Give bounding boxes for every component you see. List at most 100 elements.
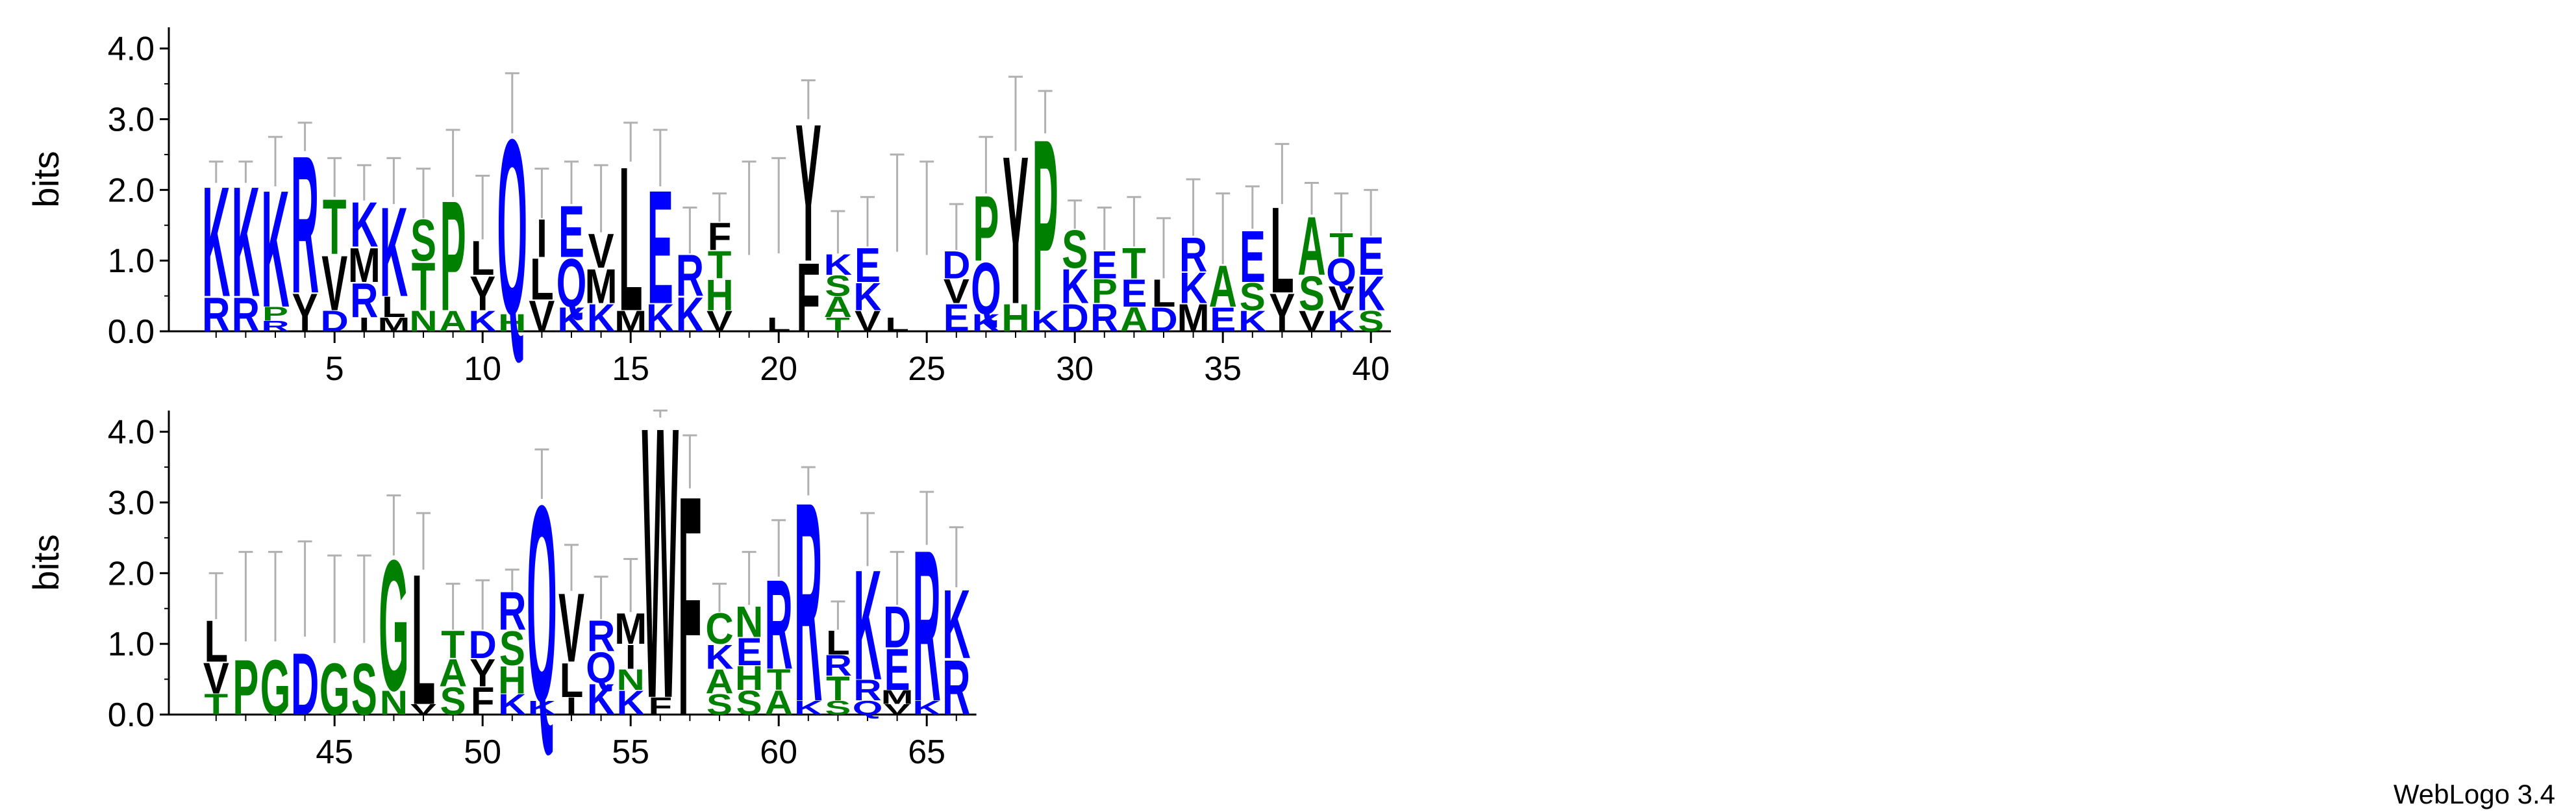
logo-letter: T xyxy=(441,623,465,666)
logo-letter: L xyxy=(530,247,554,312)
logo-letter: K xyxy=(676,287,704,342)
logo-letter: A xyxy=(824,291,852,324)
logo-letter: V xyxy=(944,272,969,311)
logo-letter: L xyxy=(826,624,850,662)
x-tick-label: 60 xyxy=(760,733,797,771)
logo-column: YL xyxy=(1269,143,1295,343)
logo-letter: E xyxy=(855,238,881,292)
y-tick-label: 0.0 xyxy=(108,696,155,734)
y-tick-label: 2.0 xyxy=(108,171,155,209)
x-tick-label: 50 xyxy=(464,733,501,771)
y-tick-label: 0.0 xyxy=(108,313,155,351)
logo-column xyxy=(742,160,757,255)
logo-letter: K xyxy=(942,570,970,679)
logo-letter: T xyxy=(1122,238,1146,288)
logo-letter: K xyxy=(617,683,645,722)
logo-letter: G xyxy=(379,521,409,730)
logo-column: KQR xyxy=(586,576,616,724)
logo-letter: E xyxy=(884,637,910,702)
logo-letter: Y xyxy=(1269,283,1295,343)
logo-letter: T xyxy=(1329,226,1353,264)
x-tick-label: 25 xyxy=(908,350,945,388)
logo-letter: R xyxy=(794,444,822,761)
logo-letter: S xyxy=(410,208,436,273)
logo-column: SKE xyxy=(1357,188,1385,338)
logo-letter: R xyxy=(1090,296,1118,340)
logo-letter: E xyxy=(1240,216,1266,298)
logo-column: KQP xyxy=(971,136,1001,336)
logo-column: RPE xyxy=(1090,207,1118,340)
logo-letter: A xyxy=(1297,200,1325,294)
logo-letter: V xyxy=(1299,305,1325,338)
logo-letter: T xyxy=(826,314,850,336)
logo-column: RPK xyxy=(261,136,290,342)
logo-column: KYL xyxy=(469,175,497,338)
logo-letter: K xyxy=(202,154,230,329)
logo-letter: V xyxy=(1329,279,1355,318)
logo-letter: N xyxy=(380,683,408,722)
logo-letter: K xyxy=(853,537,881,713)
x-tick-label: 15 xyxy=(612,350,649,388)
logo-letter: R xyxy=(1179,227,1207,282)
logo-letter: L xyxy=(412,535,436,743)
logo-letter: Y xyxy=(469,651,495,694)
logo-letter: I xyxy=(625,638,636,676)
logo-letter: H xyxy=(498,658,526,702)
x-tick-label: 35 xyxy=(1204,350,1242,388)
logo-letter: K xyxy=(1357,266,1385,321)
logo-letter: P xyxy=(1032,89,1058,363)
logo-letter: L xyxy=(382,291,406,324)
logo-letter: R xyxy=(942,644,970,731)
y-tick-label: 1.0 xyxy=(108,242,155,280)
logo-letter: G xyxy=(260,644,291,731)
logo-letter: V xyxy=(558,574,584,683)
logo-column: HY xyxy=(1001,75,1030,348)
logo-letter: A xyxy=(439,651,467,694)
logo-letter: A xyxy=(1209,253,1237,319)
logo-column: F xyxy=(678,431,702,782)
x-tick-label: 10 xyxy=(464,350,501,388)
logo-letter: V xyxy=(529,291,555,340)
logo-letter: D xyxy=(291,635,319,733)
y-tick-label: 2.0 xyxy=(108,555,155,592)
logo-letter: K xyxy=(853,275,881,318)
logo-letter: M xyxy=(377,314,410,336)
x-tick-label: 55 xyxy=(612,733,649,771)
logo-letter: K xyxy=(1179,263,1207,312)
y-tick-label: 4.0 xyxy=(108,31,155,68)
logo-column: L xyxy=(885,153,909,336)
logo-letter: M xyxy=(881,687,914,709)
logo-letter: F xyxy=(649,692,673,720)
logo-letter: S xyxy=(440,679,466,723)
logo-letter: K xyxy=(232,154,260,329)
logo-letter: D xyxy=(883,594,911,660)
logo-column: G xyxy=(319,554,350,731)
logo-column: AP xyxy=(439,129,467,344)
logo-letter: P xyxy=(1092,272,1118,311)
logo-letter: R xyxy=(232,287,260,342)
logo-letter: F xyxy=(796,244,820,353)
logo-column: KQ xyxy=(527,448,557,760)
x-tick-label: 65 xyxy=(908,733,945,771)
logo-letter: K xyxy=(824,249,852,281)
logo-letter: L xyxy=(471,231,495,285)
logo-letter: E xyxy=(736,630,762,674)
x-tick-label: 20 xyxy=(760,350,797,388)
logo-letter: M xyxy=(614,305,647,338)
logo-letter: T xyxy=(708,243,732,286)
x-tick-label: 40 xyxy=(1352,350,1390,388)
logo-letter: N xyxy=(735,597,763,646)
logo-column: FY xyxy=(795,79,821,353)
logo-letter: K xyxy=(913,697,941,719)
logo-letter: P xyxy=(973,177,999,281)
logo-letter: M xyxy=(348,238,381,292)
logo-column: P xyxy=(232,551,258,732)
logo-column: VLI xyxy=(529,168,555,341)
logo-column: D xyxy=(291,540,319,734)
